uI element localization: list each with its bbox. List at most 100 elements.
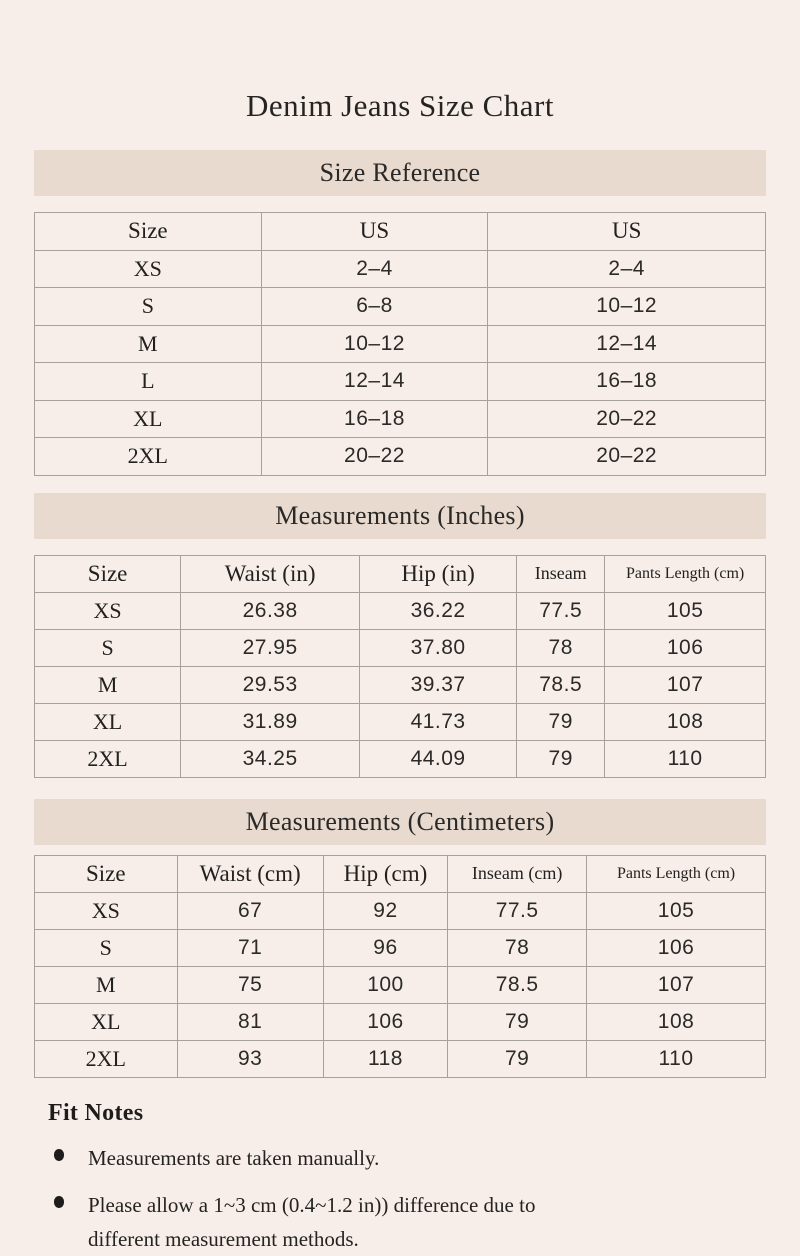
table-cell: 37.80 [359, 628, 518, 667]
measurements-centimeters-table: Size Waist (cm) Hip (cm) Inseam (cm) Pan… [34, 854, 766, 1078]
size-cell: M [33, 665, 182, 704]
table-cell: 27.95 [180, 628, 361, 667]
table-cell: 110 [604, 739, 766, 778]
table-cell: 79 [447, 1039, 588, 1078]
table-cell: 108 [586, 1002, 766, 1041]
section-band-measurements-centimeters: Measurements (Centimeters) [34, 798, 766, 845]
size-cell: XS [33, 591, 182, 630]
table-row: XL 31.89 41.73 79 108 [33, 702, 766, 741]
column-header: Pants Length (cm) [586, 854, 766, 893]
table-header-row: Size Waist (cm) Hip (cm) Inseam (cm) Pan… [34, 854, 766, 893]
table-cell: 12–14 [487, 324, 766, 363]
table-cell: 106 [322, 1002, 449, 1041]
size-reference-table: Size US US XS 2–4 2–4 S 6–8 10–12 M 10–1… [34, 212, 766, 476]
table-cell: 10–12 [487, 287, 766, 326]
table-row: XS 67 92 77.5 105 [34, 891, 766, 930]
table-cell: 110 [586, 1039, 766, 1078]
section-heading: Size Reference [319, 158, 481, 187]
table-cell: 106 [586, 928, 766, 967]
size-cell: XL [34, 1002, 178, 1041]
table-row: L 12–14 16–18 [34, 362, 766, 401]
measurements-centimeters-table-wrap: Size Waist (cm) Hip (cm) Inseam (cm) Pan… [34, 854, 766, 1078]
table-cell: 96 [322, 928, 449, 967]
size-cell: S [33, 628, 182, 667]
table-cell: 2–4 [260, 249, 489, 288]
table-cell: 100 [322, 965, 449, 1004]
table-cell: 20–22 [487, 399, 766, 438]
size-reference-table-wrap: Size US US XS 2–4 2–4 S 6–8 10–12 M 10–1… [34, 212, 766, 476]
column-header: Size [33, 554, 182, 593]
fit-note-item: Please allow a 1~3 cm (0.4~1.2 in)) diff… [54, 1188, 766, 1256]
size-cell: 2XL [34, 437, 262, 476]
column-header: Inseam (cm) [447, 854, 588, 893]
table-row: S 27.95 37.80 78 106 [33, 628, 766, 667]
table-header-row: Size Waist (in) Hip (in) Inseam Pants Le… [33, 554, 766, 593]
table-cell: 26.38 [180, 591, 361, 630]
column-header: Waist (cm) [176, 854, 324, 893]
table-header-row: Size US US [34, 212, 766, 251]
table-cell: 39.37 [359, 665, 518, 704]
bullet-icon [54, 1195, 64, 1208]
fit-note-item: Measurements are taken manually. [54, 1141, 766, 1175]
table-cell: 75 [176, 965, 324, 1004]
table-cell: 78 [447, 928, 588, 967]
table-cell: 20–22 [487, 437, 766, 476]
size-cell: XL [33, 702, 182, 741]
table-cell: 92 [322, 891, 449, 930]
size-cell: 2XL [33, 739, 182, 778]
table-cell: 29.53 [180, 665, 361, 704]
size-cell: XS [34, 891, 178, 930]
section-band-size-reference: Size Reference [34, 150, 766, 196]
column-header: Hip (cm) [322, 854, 449, 893]
size-cell: L [34, 362, 262, 401]
table-row: 2XL 93 118 79 110 [34, 1039, 766, 1078]
table-cell: 108 [604, 702, 766, 741]
table-row: XS 26.38 36.22 77.5 105 [33, 591, 766, 630]
table-cell: 36.22 [359, 591, 518, 630]
table-cell: 34.25 [180, 739, 361, 778]
column-header: US [487, 212, 766, 251]
table-cell: 93 [176, 1039, 324, 1078]
table-cell: 44.09 [359, 739, 518, 778]
measurements-inches-table: Size Waist (in) Hip (in) Inseam Pants Le… [33, 554, 766, 778]
column-header: Size [34, 212, 262, 251]
table-row: XL 16–18 20–22 [34, 399, 766, 438]
section-heading: Measurements (Inches) [275, 500, 525, 530]
table-cell: 81 [176, 1002, 324, 1041]
table-cell: 107 [586, 965, 766, 1004]
table-cell: 79 [447, 1002, 588, 1041]
table-cell: 106 [604, 628, 766, 667]
section-heading: Measurements (Centimeters) [245, 806, 555, 836]
table-cell: 107 [604, 665, 766, 704]
table-cell: 16–18 [487, 362, 766, 401]
table-cell: 78 [516, 628, 606, 667]
table-row: S 71 96 78 106 [34, 928, 766, 967]
table-cell: 67 [176, 891, 324, 930]
section-band-measurements-inches: Measurements (Inches) [34, 492, 766, 539]
fit-notes-list: Measurements are taken manually. Please … [34, 1141, 766, 1256]
column-header: Inseam [516, 554, 606, 593]
table-row: S 6–8 10–12 [34, 287, 766, 326]
column-header: Waist (in) [180, 554, 361, 593]
table-row: M 10–12 12–14 [34, 324, 766, 363]
table-cell: 105 [586, 891, 766, 930]
size-cell: S [34, 928, 178, 967]
table-cell: 2–4 [487, 249, 766, 288]
fit-note-text: Measurements are taken manually. [88, 1145, 380, 1170]
size-cell: XS [34, 249, 262, 288]
table-cell: 78.5 [447, 965, 588, 1004]
column-header: Pants Length (cm) [604, 554, 766, 593]
size-cell: XL [34, 399, 262, 438]
table-cell: 41.73 [359, 702, 518, 741]
table-cell: 79 [516, 739, 606, 778]
table-row: M 75 100 78.5 107 [34, 965, 766, 1004]
table-cell: 118 [322, 1039, 449, 1078]
table-row: XS 2–4 2–4 [34, 249, 766, 288]
table-cell: 78.5 [516, 665, 606, 704]
table-cell: 31.89 [180, 702, 361, 741]
column-header: Size [34, 854, 178, 893]
table-cell: 77.5 [516, 591, 606, 630]
table-cell: 6–8 [260, 287, 489, 326]
table-row: M 29.53 39.37 78.5 107 [33, 665, 766, 704]
size-cell: M [34, 324, 262, 363]
